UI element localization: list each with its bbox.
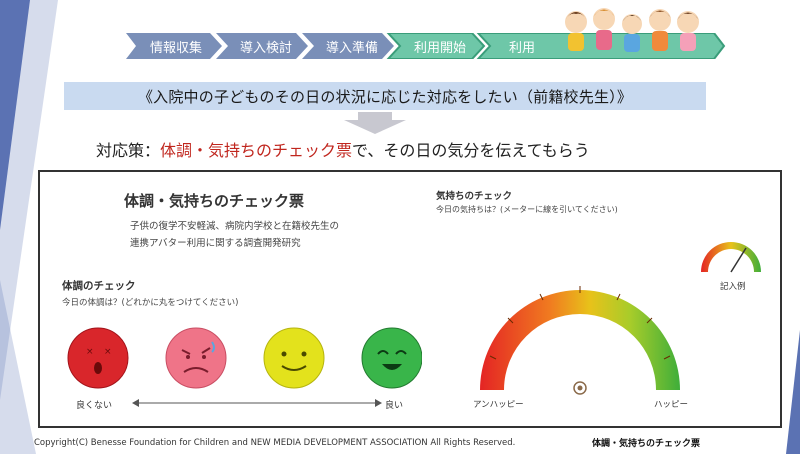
body-check-heading: 体調のチェック bbox=[62, 280, 136, 292]
mood-meter[interactable] bbox=[470, 236, 690, 396]
example-meter bbox=[701, 242, 761, 273]
body-check-instruction: 今日の体調は？(どれかに丸をつけてください) bbox=[62, 298, 239, 308]
step-preparation: 導入準備 bbox=[325, 40, 378, 56]
copyright-notice: Copyright(C) Benesse Foundation for Chil… bbox=[34, 438, 516, 448]
mood-check-heading: 気持ちのチェック bbox=[436, 191, 513, 202]
example-meter-needle bbox=[730, 247, 747, 273]
down-arrow-icon bbox=[344, 112, 406, 134]
example-label: 記入例 bbox=[720, 282, 746, 292]
sheet-subtitle-line2: 連携アバター利用に関する調査開発研究 bbox=[130, 238, 301, 249]
mood-meter-arc bbox=[480, 290, 680, 390]
quote-banner: 《入院中の子どものその日の状況に応じた対応をしたい（前籍校先生）》 bbox=[64, 82, 706, 110]
child-1 bbox=[565, 11, 587, 51]
double-arrow-line bbox=[132, 399, 382, 407]
step-use: 利用 bbox=[508, 40, 535, 56]
countermeasure-text: 対応策：体調・気持ちのチェック票で、その日の気分を伝えてもらう bbox=[96, 137, 590, 161]
left-bottom-band bbox=[0, 280, 36, 454]
bad-face-icon[interactable] bbox=[165, 327, 227, 389]
check-sheet: 体調・気持ちのチェック票 子供の復学不安軽減、病院内学校と在籍校先生の 連携アバ… bbox=[38, 170, 782, 428]
child-2 bbox=[593, 8, 615, 50]
countermeasure-highlight: 体調・気持ちのチェック票 bbox=[160, 141, 353, 160]
step-shape-4 bbox=[386, 33, 486, 59]
mood-right-label: ハッピー bbox=[654, 400, 689, 410]
children-illustration bbox=[565, 8, 699, 52]
svg-text:×: × bbox=[104, 347, 112, 357]
child-5 bbox=[677, 11, 699, 51]
left-light-band bbox=[0, 0, 58, 400]
mood-meter-center-icon bbox=[573, 381, 587, 395]
very-good-face-icon[interactable] bbox=[361, 327, 422, 389]
step-info-gathering: 情報収集 bbox=[149, 40, 202, 56]
body-check-right-label: 良い bbox=[385, 401, 404, 411]
figure-caption: 体調・気持ちのチェック票 bbox=[592, 439, 701, 449]
child-3 bbox=[622, 14, 642, 52]
mood-meter-ticks bbox=[489, 286, 671, 360]
countermeasure-prefix: 対応策： bbox=[96, 141, 161, 160]
face-scale: × × bbox=[67, 327, 422, 389]
step-consideration: 導入検討 bbox=[239, 40, 292, 56]
step-shape-3 bbox=[302, 33, 394, 59]
mood-left-label: アンハッピー bbox=[473, 400, 524, 410]
svg-text:×: × bbox=[86, 347, 94, 357]
very-bad-face-icon[interactable]: × × bbox=[67, 327, 129, 389]
right-blue-band bbox=[786, 330, 800, 454]
sheet-title: 体調・気持ちのチェック票 bbox=[124, 192, 305, 210]
body-check-left-label: 良くない bbox=[76, 401, 113, 411]
sheet-subtitle-line1: 子供の復学不安軽減、病院内学校と在籍校先生の bbox=[130, 221, 340, 232]
step-shape-1 bbox=[126, 33, 222, 59]
good-face-icon[interactable] bbox=[263, 327, 325, 389]
countermeasure-suffix: で、その日の気分を伝えてもらう bbox=[352, 141, 590, 160]
child-4 bbox=[649, 9, 671, 51]
step-shape-2 bbox=[216, 33, 308, 59]
left-blue-band bbox=[0, 0, 30, 230]
mood-check-instruction: 今日の気持ちは？(メーターに線を引いてください) bbox=[436, 205, 618, 214]
example-meter-arc bbox=[701, 242, 761, 272]
step-start-use: 利用開始 bbox=[413, 40, 466, 56]
